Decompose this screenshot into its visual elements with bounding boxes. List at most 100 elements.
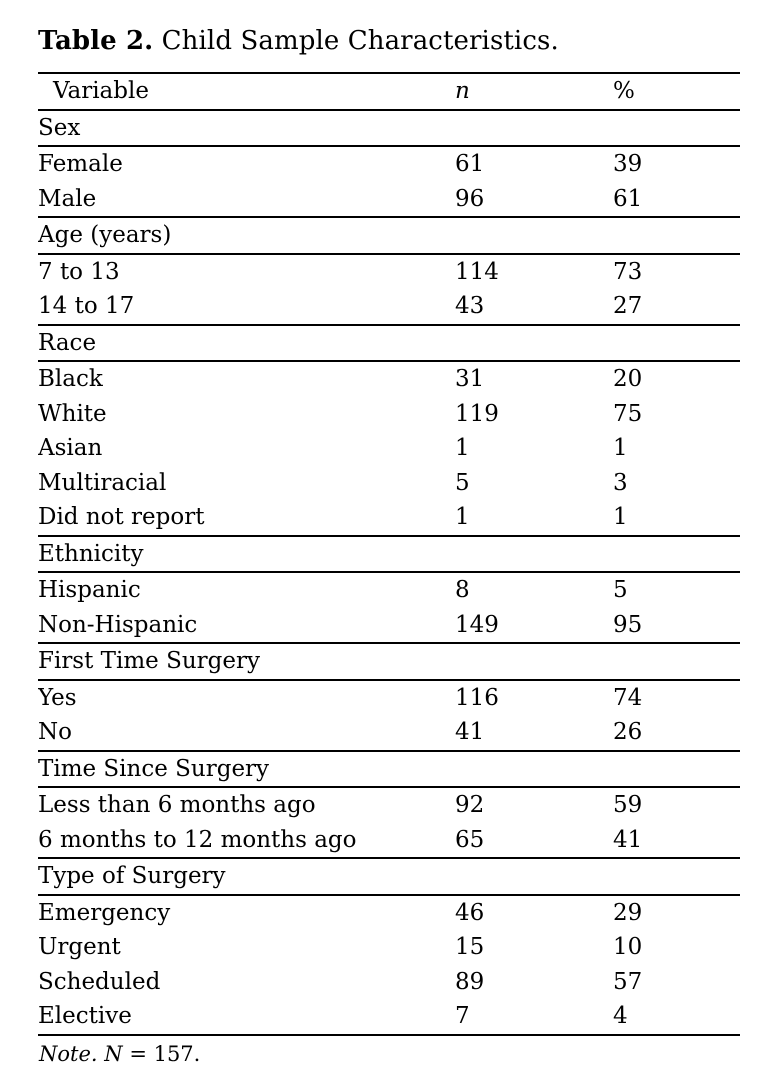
row-label: Hispanic (38, 577, 141, 604)
row-percent-value: 95 (613, 611, 643, 638)
row-label: Elective (38, 1003, 132, 1030)
section-header-row: Type of Surgery (38, 857, 740, 896)
row-percent-value: 4 (613, 1003, 628, 1030)
section-header: Sex (38, 108, 740, 147)
row-label: Yes (38, 684, 77, 711)
row-label: 14 to 17 (38, 293, 135, 320)
row-n-value: 92 (455, 792, 485, 819)
table-row: Yes 116 74 (38, 680, 740, 716)
row-n-value: 96 (455, 185, 485, 212)
table-row: Emergency 46 29 (38, 895, 740, 931)
note-n-symbol: N (104, 1041, 123, 1065)
row-n-value: 116 (455, 684, 499, 711)
section-header: Type of Surgery (38, 857, 740, 896)
row-n-value: 1 (455, 504, 470, 531)
row-n-value: 149 (455, 611, 499, 638)
row-label: Emergency (38, 899, 171, 926)
table-row: Scheduled 89 57 (38, 965, 740, 1000)
row-n-value: 89 (455, 968, 485, 995)
table-row: 6 months to 12 months ago 65 41 (38, 823, 740, 859)
table-caption-text: Child Sample Characteristics. (153, 26, 559, 56)
row-n-value: 7 (455, 1003, 470, 1030)
table-header: Variable n % (38, 73, 740, 111)
row-n-value: 114 (455, 258, 499, 285)
row-label: 6 months to 12 months ago (38, 826, 357, 853)
row-label: Female (38, 151, 123, 178)
column-header-variable: Variable (38, 73, 455, 111)
row-label: Black (38, 366, 103, 393)
section-header-row: Ethnicity (38, 534, 740, 573)
section-header-row: Time Since Surgery (38, 749, 740, 788)
table-caption: Table 2. Child Sample Characteristics. (38, 26, 740, 57)
row-label: White (38, 400, 107, 427)
row-percent-value: 1 (613, 504, 628, 531)
row-percent-value: 41 (613, 826, 643, 853)
row-percent-value: 61 (613, 185, 643, 212)
row-percent-value: 5 (613, 577, 628, 604)
section-header-row: Race (38, 323, 740, 362)
table-row: Elective 7 4 (38, 999, 740, 1035)
row-percent-value: 29 (613, 899, 643, 926)
row-percent-value: 1 (613, 435, 628, 462)
note-label: Note. (39, 1041, 98, 1065)
table-row: 14 to 17 43 27 (38, 289, 740, 325)
row-n-value: 31 (455, 366, 485, 393)
table-row: Did not report 1 1 (38, 500, 740, 536)
row-n-value: 1 (455, 435, 470, 462)
section-header: First Time Surgery (38, 642, 740, 681)
table-row: Non-Hispanic 149 95 (38, 608, 740, 644)
row-label: Male (38, 185, 97, 212)
section-header-row: First Time Surgery (38, 642, 740, 681)
row-percent-value: 20 (613, 366, 643, 393)
row-percent-value: 10 (613, 934, 643, 961)
table-row: 7 to 13 114 73 (38, 254, 740, 290)
sample-characteristics-table: Variable n % Sex Female 61 39 Male 96 61 Age (y… (38, 72, 740, 1036)
section-header: Ethnicity (38, 534, 740, 573)
row-percent-value: 27 (613, 293, 643, 320)
row-n-value: 15 (455, 934, 485, 961)
row-percent-value: 75 (613, 400, 643, 427)
table-row: Urgent 15 10 (38, 930, 740, 965)
row-label: 7 to 13 (38, 258, 120, 285)
column-header-percent: % (613, 73, 740, 111)
column-header-n: n (455, 73, 613, 111)
section-header-row: Age (years) (38, 216, 740, 255)
row-percent-value: 39 (613, 151, 643, 178)
row-n-value: 119 (455, 400, 499, 427)
row-percent-value: 59 (613, 792, 643, 819)
section-header-row: Sex (38, 108, 740, 147)
table-note: Note. N = 157. (38, 1041, 740, 1065)
section-header: Race (38, 323, 740, 362)
row-n-value: 43 (455, 293, 485, 320)
row-label: Asian (38, 435, 103, 462)
row-n-value: 8 (455, 577, 470, 604)
note-value: = 157. (129, 1041, 201, 1065)
table-body: Sex Female 61 39 Male 96 61 Age (years) 7 to 13 1… (38, 108, 740, 1035)
row-label: Did not report (38, 504, 205, 531)
section-header: Age (years) (38, 216, 740, 255)
table-row: Black 31 20 (38, 361, 740, 397)
section-header: Time Since Surgery (38, 749, 740, 788)
row-n-value: 65 (455, 826, 485, 853)
row-label: No (38, 719, 72, 746)
header-row: Variable n % (38, 73, 740, 111)
row-label: Urgent (38, 934, 121, 961)
table-caption-label: Table 2. (38, 26, 154, 56)
row-percent-value: 3 (613, 469, 628, 496)
table-row: Less than 6 months ago 92 59 (38, 787, 740, 823)
table-row: White 119 75 (38, 397, 740, 432)
row-label: Non-Hispanic (38, 611, 198, 638)
table-row: Hispanic 8 5 (38, 572, 740, 608)
table-row: Asian 1 1 (38, 431, 740, 466)
table-row: Multiracial 5 3 (38, 466, 740, 501)
row-n-value: 61 (455, 151, 485, 178)
table-row: No 41 26 (38, 715, 740, 751)
table-row: Female 61 39 (38, 146, 740, 182)
table-row: Male 96 61 (38, 182, 740, 218)
row-n-value: 41 (455, 719, 485, 746)
row-label: Less than 6 months ago (38, 792, 316, 819)
row-label: Scheduled (38, 968, 161, 995)
row-percent-value: 74 (613, 684, 643, 711)
row-n-value: 5 (455, 469, 470, 496)
